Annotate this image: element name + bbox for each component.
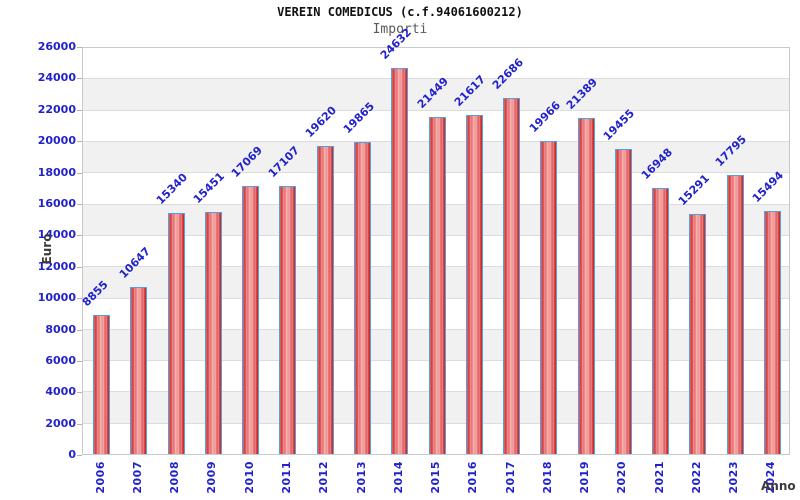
bar-value-label: 17069 xyxy=(228,143,265,181)
x-tick-label: 2012 xyxy=(317,461,331,494)
y-tick-mark xyxy=(77,266,82,268)
y-tick-label: 22000 xyxy=(37,102,76,116)
y-tick-mark xyxy=(77,109,82,111)
bar-value-label: 19865 xyxy=(340,100,377,137)
bar-value-label: 15291 xyxy=(675,171,712,208)
bar xyxy=(726,174,744,454)
y-tick-label: 24000 xyxy=(37,71,76,85)
chart-subtitle: Importi xyxy=(372,22,428,37)
y-axis: 0 2000 4000 6000 8000 10000 12000 14000 16000 180… xyxy=(0,40,76,461)
bar xyxy=(130,286,148,454)
y-tick-mark xyxy=(77,298,82,300)
plot-area: 8855 10647 15340 15451 17069 17107 19620 19865 2… xyxy=(79,25,790,455)
x-axis-title: Anno xyxy=(761,479,796,493)
y-tick-label: 12000 xyxy=(37,259,76,273)
y-tick-label: 2000 xyxy=(45,416,76,430)
y-tick-mark xyxy=(77,78,82,80)
y-tick-mark xyxy=(77,455,82,456)
y-tick-mark xyxy=(77,329,82,331)
y-tick-mark xyxy=(77,172,82,174)
y-tick-mark xyxy=(77,47,82,48)
bar xyxy=(167,213,185,454)
x-tick-label: 2009 xyxy=(205,461,219,494)
y-tick-label: 20000 xyxy=(37,134,76,148)
grid-band xyxy=(83,109,789,141)
bar-value-label: 19455 xyxy=(601,106,638,143)
y-tick-label: 16000 xyxy=(37,196,76,210)
x-tick-label: 2017 xyxy=(503,461,517,494)
bar-value-label: 15494 xyxy=(750,168,787,205)
y-tick-mark xyxy=(77,235,82,237)
bar xyxy=(279,185,297,454)
x-tick-label: 2021 xyxy=(652,461,666,494)
bar xyxy=(540,140,558,454)
bar-value-label: 8855 xyxy=(79,278,111,309)
y-tick-label: 8000 xyxy=(45,322,76,336)
bar xyxy=(391,67,409,454)
bar-value-label: 17795 xyxy=(712,132,750,169)
bar xyxy=(242,186,260,454)
y-tick-label: 18000 xyxy=(37,165,76,179)
y-tick-mark xyxy=(77,392,82,394)
bar-value-label: 15451 xyxy=(191,169,228,206)
bar-value-label: 16948 xyxy=(638,145,675,182)
bar-value-label: 21449 xyxy=(414,75,452,112)
y-tick-label: 26000 xyxy=(37,40,76,53)
bar-value-label: 22686 xyxy=(489,55,526,92)
bar-value-label: 21617 xyxy=(452,72,489,109)
y-tick-marks xyxy=(77,47,82,456)
x-tick-label: 2014 xyxy=(391,461,405,494)
bar xyxy=(204,211,222,454)
x-tick-label: 2011 xyxy=(279,461,293,494)
y-tick-mark xyxy=(77,423,82,425)
y-axis-title: Euro xyxy=(40,233,54,265)
x-tick-label: 2010 xyxy=(242,461,256,494)
bar xyxy=(614,148,632,454)
y-tick-mark xyxy=(77,360,82,362)
x-tick-label: 2013 xyxy=(354,461,368,494)
y-tick-label: 4000 xyxy=(45,385,76,399)
bar-value-label: 21389 xyxy=(563,76,601,113)
bar xyxy=(763,210,781,454)
y-tick-mark xyxy=(77,141,82,143)
bar xyxy=(316,146,334,454)
y-tick-mark xyxy=(77,203,82,205)
y-tick-label: 0 xyxy=(68,448,76,461)
bars-layer: 8855 10647 15340 15451 17069 17107 19620 19865 2… xyxy=(79,25,789,454)
bar-value-label: 19620 xyxy=(302,103,340,141)
y-tick-label: 10000 xyxy=(37,291,76,305)
bar xyxy=(577,118,595,454)
bar-value-label: 17107 xyxy=(265,143,302,180)
x-tick-label: 2022 xyxy=(689,461,703,494)
bar xyxy=(652,188,670,454)
chart-title: VEREIN COMEDICUS (c.f.94061600212) xyxy=(277,5,523,19)
x-tick-label: 2008 xyxy=(168,461,182,494)
bar xyxy=(354,142,371,454)
bar-value-label: 10647 xyxy=(116,244,153,281)
x-tick-label: 2007 xyxy=(130,461,144,494)
bar xyxy=(428,117,446,454)
y-tick-label: 6000 xyxy=(45,353,76,367)
bar xyxy=(93,315,111,454)
bar xyxy=(465,114,483,454)
x-tick-label: 2019 xyxy=(578,461,592,494)
y-tick-label: 14000 xyxy=(37,228,76,242)
x-tick-label: 2016 xyxy=(466,461,480,494)
x-tick-label: 2020 xyxy=(615,461,629,494)
x-tick-label: 2006 xyxy=(93,461,107,494)
bar-value-label: 19966 xyxy=(526,98,563,135)
grid-band xyxy=(83,78,789,110)
x-axis: 2006 2007 2008 2009 2010 2011 2012 2013 2014 2015… xyxy=(82,459,790,499)
x-tick-label: 2018 xyxy=(540,461,554,494)
bar xyxy=(503,98,520,454)
bar xyxy=(689,214,707,454)
bar-value-label: 15340 xyxy=(153,171,191,208)
x-tick-label: 2015 xyxy=(429,461,442,494)
x-tick-label: 2023 xyxy=(727,461,741,494)
